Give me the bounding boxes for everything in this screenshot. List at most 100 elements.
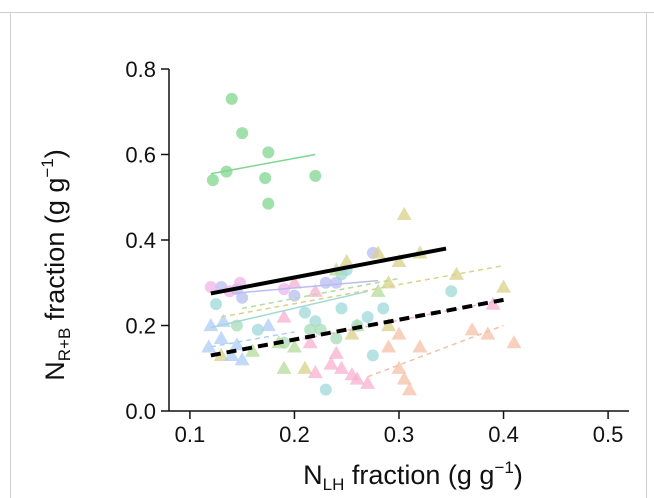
y-axis-label-sub: R+B — [55, 328, 74, 362]
data-point-s7-0 — [391, 326, 407, 340]
y-axis-label-main: N — [40, 361, 70, 381]
fit-lines-layer — [210, 153, 504, 378]
data-point-s7-1 — [391, 360, 407, 374]
data-point-s3-11 — [445, 285, 458, 298]
fit-line-1 — [231, 279, 379, 295]
y-tick-label-2: 0.4 — [125, 228, 156, 253]
data-point-s3-0 — [210, 298, 223, 311]
frame-left-border — [10, 12, 11, 498]
data-point-s8-8 — [307, 365, 323, 379]
data-point-s5-5 — [496, 279, 512, 293]
fit-line-0 — [210, 153, 316, 175]
y-axis-label-end: ) — [40, 149, 70, 158]
data-point-s3-3 — [335, 302, 348, 315]
x-axis-label-main: N — [303, 460, 323, 490]
data-point-s6-5 — [286, 339, 302, 353]
y-tick-label-1: 0.2 — [125, 314, 156, 339]
data-point-s0-4 — [206, 174, 219, 187]
data-point-s3-8 — [366, 349, 379, 362]
data-point-s0-1 — [236, 127, 249, 140]
data-point-s5-1 — [391, 253, 407, 267]
data-point-s0-0 — [225, 92, 238, 105]
fit-line-5 — [294, 301, 494, 342]
axes-layer: 0.1 0.2 0.3 0.4 0.5 0.0 0.2 0.4 0.6 0.8 — [125, 57, 629, 447]
data-point-s9-3 — [224, 347, 240, 362]
data-point-s4-4 — [330, 332, 343, 345]
data-point-s9-6 — [260, 318, 276, 332]
x-tick-label-1: 0.2 — [279, 422, 310, 447]
data-point-s9-5 — [234, 352, 250, 366]
data-point-s5-8 — [344, 326, 360, 340]
data-point-s6-3 — [245, 343, 261, 357]
y-axis-label-rest: fraction (g g — [40, 178, 70, 328]
x-tick-label-3: 0.4 — [488, 422, 519, 447]
data-point-s3-10 — [319, 383, 332, 396]
x-tick-label-2: 0.3 — [384, 422, 415, 447]
x-axis-label-end: ) — [514, 460, 523, 490]
frame-top-border — [0, 12, 654, 13]
x-tick-label-0: 0.1 — [175, 422, 206, 447]
fit-line-6 — [367, 324, 504, 378]
data-point-s5-10 — [297, 360, 313, 374]
points-layer — [201, 92, 522, 396]
frame-right-border — [646, 12, 647, 498]
data-point-s7-2 — [412, 339, 428, 353]
x-axis-label-sub: LH — [323, 475, 345, 494]
data-point-s9-0 — [203, 318, 219, 332]
data-point-s8-1 — [286, 275, 302, 289]
data-point-s8-3 — [323, 356, 339, 370]
data-point-s5-11 — [213, 347, 229, 362]
data-point-s5-0 — [370, 245, 386, 259]
data-point-s7-7 — [401, 382, 417, 396]
data-point-s3-9 — [377, 302, 390, 315]
data-point-s7-8 — [396, 371, 412, 385]
data-point-s5-7 — [381, 275, 397, 289]
data-point-s8-0 — [276, 309, 292, 323]
y-tick-label-3: 0.6 — [125, 143, 156, 168]
fit-line-3 — [221, 264, 504, 318]
data-point-s6-6 — [276, 360, 292, 374]
data-point-s8-6 — [349, 371, 365, 385]
fit-line-2 — [210, 290, 368, 329]
y-axis-label-sup: −1 — [38, 158, 57, 177]
data-point-s8-9 — [328, 345, 344, 359]
data-point-s0-5 — [259, 172, 272, 185]
data-point-s5-9 — [381, 318, 397, 332]
data-point-s8-10 — [485, 296, 501, 310]
data-point-s5-4 — [449, 266, 464, 280]
x-tick-label-4: 0.5 — [593, 422, 624, 447]
data-point-s3-4 — [361, 310, 374, 323]
fit-line-8 — [210, 246, 447, 296]
data-point-s7-5 — [506, 335, 522, 349]
x-axis-label-sup: −1 — [494, 458, 513, 477]
y-tick-label-0: 0.0 — [125, 399, 156, 424]
fit-line-9 — [210, 297, 504, 358]
data-point-s8-7 — [360, 375, 376, 389]
data-point-s8-2 — [307, 283, 323, 297]
data-point-s9-7 — [213, 330, 229, 344]
data-point-s0-6 — [309, 169, 322, 182]
data-point-s7-6 — [381, 339, 397, 353]
data-point-s8-4 — [334, 360, 349, 374]
data-point-s1-2 — [236, 291, 249, 304]
data-point-s8-11 — [302, 335, 318, 349]
data-point-s7-4 — [480, 326, 496, 340]
data-point-s1-4 — [319, 276, 332, 289]
data-point-s2-0 — [204, 281, 217, 294]
data-point-s6-1 — [370, 283, 386, 297]
data-point-s0-2 — [262, 146, 275, 159]
data-point-s9-4 — [229, 337, 245, 351]
data-point-s3-12 — [251, 323, 264, 336]
data-point-s5-2 — [396, 206, 412, 220]
x-axis-label-rest: fraction (g g — [344, 460, 494, 490]
y-axis-label: NR+B fraction (g g−1) — [38, 149, 74, 381]
data-point-s3-1 — [298, 306, 311, 319]
data-point-s4-2 — [304, 323, 317, 336]
y-tick-label-4: 0.8 — [125, 57, 156, 82]
data-point-s5-6 — [339, 253, 355, 267]
data-point-s7-3 — [464, 322, 480, 336]
data-point-s9-1 — [201, 339, 217, 353]
x-axis-label: NLH fraction (g g−1) — [303, 458, 523, 494]
